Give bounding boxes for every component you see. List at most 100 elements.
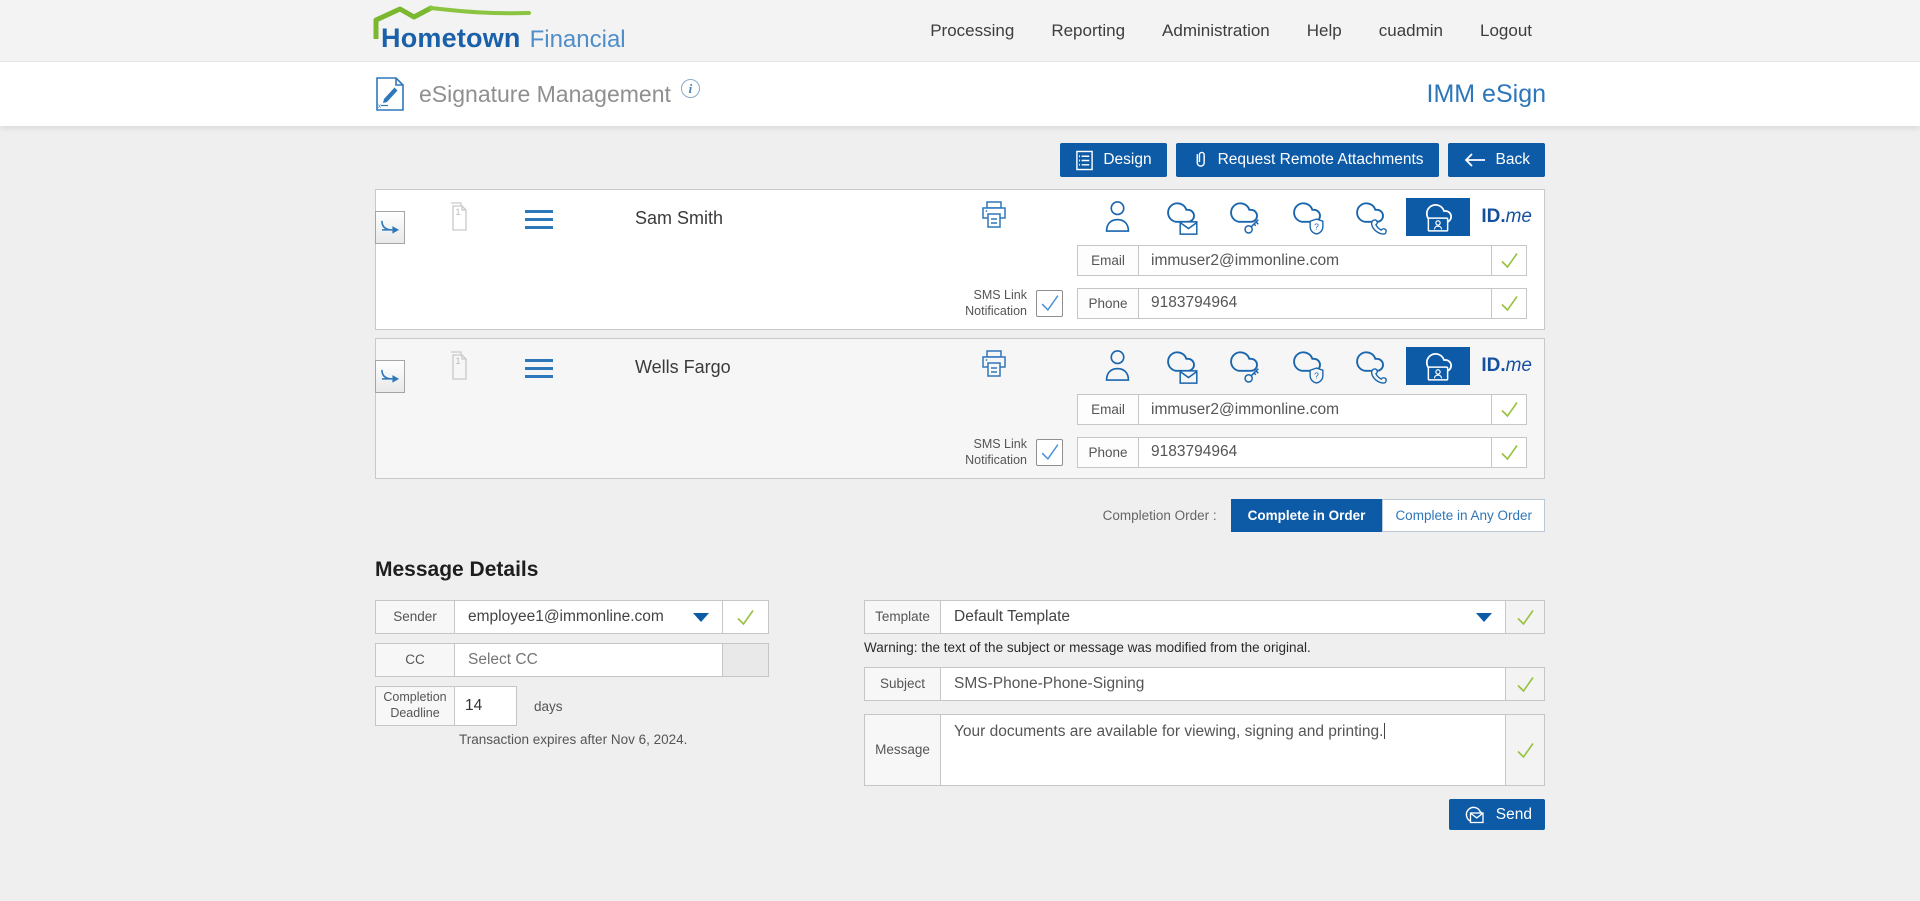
green-check-icon	[1516, 676, 1534, 692]
phone-label: Phone	[1077, 287, 1139, 319]
phone-field-row: SMS Link Notification Phone	[965, 436, 1527, 469]
password-auth-icon[interactable]	[1226, 199, 1260, 235]
subject-label: Subject	[864, 667, 941, 701]
sender-label: Sender	[375, 600, 455, 634]
authentication-options: ? ID.me	[1100, 195, 1532, 239]
phone-auth-icon[interactable]	[1352, 348, 1388, 384]
nav-logout[interactable]: Logout	[1480, 20, 1532, 40]
nav-administration[interactable]: Administration	[1162, 20, 1270, 40]
completion-order-row: Completion Order : Complete in Order Com…	[375, 499, 1545, 532]
top-bar: Hometown Financial Processing Reporting …	[0, 0, 1920, 62]
paperclip-icon	[1196, 151, 1205, 167]
phone-label: Phone	[1077, 436, 1139, 468]
security-question-auth-icon[interactable]: ?	[1289, 199, 1324, 235]
branch-arrow-icon	[380, 369, 399, 383]
product-name: IMM eSign	[1426, 79, 1546, 108]
text-caret	[1384, 723, 1386, 739]
signer-name: Sam Smith	[635, 208, 724, 228]
sms-notification-checkbox[interactable]	[1036, 438, 1063, 466]
idme-bold: ID.	[1481, 355, 1506, 376]
message-details-title: Message Details	[375, 558, 539, 581]
green-check-icon	[1500, 402, 1518, 418]
chevron-down-icon	[693, 612, 709, 622]
send-button[interactable]: Send	[1448, 799, 1545, 830]
idme-auth-option[interactable]: ID.me	[1481, 206, 1532, 228]
email-valid-cell	[1491, 245, 1527, 276]
blue-check-icon	[1041, 444, 1058, 461]
nav-help[interactable]: Help	[1306, 20, 1342, 40]
template-valid-cell	[1505, 600, 1545, 634]
id-verification-auth-icon-selected[interactable]	[1406, 198, 1471, 236]
email-valid-cell	[1491, 394, 1527, 425]
signer-card: 1 Wells Fargo	[375, 338, 1545, 479]
nav-user-cuadmin[interactable]: cuadmin	[1378, 20, 1443, 40]
sender-value: employee1@immonline.com	[468, 608, 664, 625]
green-check-icon	[1500, 253, 1518, 269]
template-warning: Warning: the text of the subject or mess…	[864, 640, 1311, 655]
printer-icon[interactable]	[980, 200, 1008, 231]
email-field-row: Email	[1077, 394, 1527, 425]
deadline-unit-label: days	[534, 698, 563, 714]
info-icon[interactable]: i	[680, 78, 700, 98]
template-value: Default Template	[954, 608, 1071, 625]
sender-select[interactable]: employee1@immonline.com	[455, 600, 722, 634]
email-auth-icon[interactable]	[1163, 199, 1198, 235]
person-auth-icon[interactable]	[1100, 199, 1134, 235]
person-auth-icon[interactable]	[1100, 348, 1134, 384]
idme-auth-option[interactable]: ID.me	[1481, 355, 1532, 377]
reorder-handle-icon[interactable]	[525, 210, 553, 234]
password-auth-icon[interactable]	[1226, 348, 1260, 384]
sms-notification-checkbox[interactable]	[1036, 289, 1063, 317]
nav-reporting[interactable]: Reporting	[1051, 20, 1126, 40]
branch-arrow-button[interactable]	[375, 211, 405, 244]
idme-italic: me	[1505, 355, 1532, 376]
roofline-icon	[373, 5, 531, 39]
nav-processing[interactable]: Processing	[930, 20, 1015, 40]
document-count-icon: 1	[451, 351, 467, 380]
subject-valid-cell	[1505, 667, 1545, 701]
phone-auth-icon[interactable]	[1352, 199, 1388, 235]
branch-arrow-icon	[380, 220, 399, 234]
cc-label: CC	[375, 643, 455, 677]
email-input[interactable]	[1139, 394, 1491, 425]
message-label: Message	[864, 714, 941, 786]
signature-document-icon: x	[376, 77, 404, 111]
id-verification-auth-icon-selected[interactable]	[1406, 347, 1471, 385]
main-nav: Processing Reporting Administration Help…	[930, 21, 1532, 41]
completion-deadline-label: Completion Deadline	[375, 686, 455, 726]
template-select[interactable]: Default Template	[941, 600, 1505, 634]
signer-name: Wells Fargo	[635, 357, 731, 377]
svg-text:1: 1	[455, 356, 460, 366]
deadline-days-input[interactable]	[454, 686, 517, 726]
sms-link-notification-label: SMS Link Notification	[965, 437, 1027, 468]
email-field-row: Email	[1077, 245, 1527, 276]
green-check-icon	[1500, 295, 1518, 311]
phone-input[interactable]	[1139, 287, 1491, 319]
sender-row: Sender employee1@immonline.com	[375, 600, 769, 634]
printer-icon[interactable]	[980, 349, 1008, 380]
main-content: Design Request Remote Attachments Back	[375, 126, 1545, 830]
svg-text:?: ?	[1314, 222, 1319, 232]
subject-input[interactable]	[941, 667, 1505, 701]
request-remote-attachments-button[interactable]: Request Remote Attachments	[1175, 143, 1439, 177]
completion-deadline-row: Completion Deadline days	[375, 686, 769, 726]
phone-input[interactable]	[1139, 436, 1491, 468]
message-textarea[interactable]: Your documents are available for viewing…	[941, 714, 1505, 786]
email-input[interactable]	[1139, 245, 1491, 276]
email-auth-icon[interactable]	[1163, 348, 1198, 384]
template-row: Template Default Template	[864, 600, 1545, 634]
reorder-handle-icon[interactable]	[525, 359, 553, 383]
cc-input[interactable]	[455, 643, 722, 677]
phone-valid-cell	[1491, 436, 1527, 468]
design-button[interactable]: Design	[1060, 143, 1167, 177]
complete-in-order-toggle[interactable]: Complete in Order	[1230, 499, 1383, 532]
branch-arrow-button[interactable]	[375, 360, 405, 393]
complete-in-any-order-toggle[interactable]: Complete in Any Order	[1382, 499, 1545, 532]
signer-card: 1 Sam Smith	[375, 189, 1545, 330]
security-question-auth-icon[interactable]: ?	[1289, 348, 1324, 384]
idme-italic: me	[1505, 206, 1532, 227]
document-count-icon: 1	[451, 202, 467, 231]
back-button[interactable]: Back	[1447, 143, 1545, 177]
logo-text-light: Financial	[529, 25, 626, 53]
hometown-financial-logo: Hometown Financial	[373, 0, 626, 62]
